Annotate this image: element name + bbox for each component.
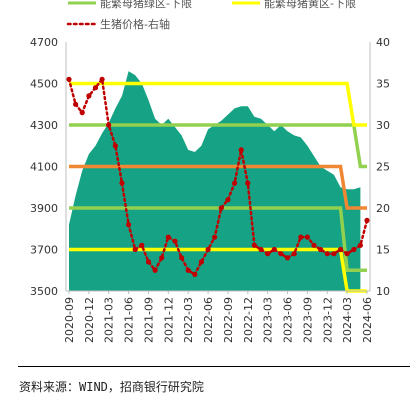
hog-price-point [357, 242, 363, 248]
hog-price-point [119, 180, 125, 186]
hog-price-point [212, 234, 218, 240]
legend-price-label: 生猪价格-右轴 [100, 17, 170, 31]
hog-price-point [159, 255, 165, 261]
hog-price-point [139, 242, 145, 248]
x-tick-label: 2023-12 [321, 297, 334, 343]
hog-price-point [331, 251, 337, 257]
hog-price-point [311, 242, 317, 248]
x-tick-label: 2022-03 [182, 297, 195, 343]
hog-price-point [225, 197, 231, 203]
legend: 能繁母猪绿区-下限 能繁母猪黄区-下限 生猪价格-右轴 [66, 0, 356, 31]
y-left-tick-label: 4700 [30, 36, 58, 49]
hog-price-point [298, 234, 304, 240]
x-tick-label: 2020-09 [63, 297, 76, 343]
hog-price-point [245, 180, 251, 186]
green-line-3 [69, 206, 367, 273]
hog-price-point [145, 259, 152, 265]
hog-price-point [271, 246, 277, 253]
sow-inventory-area [69, 71, 361, 291]
x-tick-label: 2022-06 [202, 297, 215, 343]
hog-price-point [344, 251, 350, 257]
source-note: 资料来源：WIND，招商银行研究院 [19, 380, 204, 394]
x-tick-label: 2021-12 [162, 297, 175, 343]
hog-price-point [351, 246, 357, 253]
x-tick-label: 2022-09 [222, 297, 235, 343]
hog-price-point [165, 234, 171, 240]
axes: 3500 3700 3900 4100 4300 4500 4700 10 15 20 25 30 35… [30, 36, 390, 343]
green-line-2 [69, 123, 367, 169]
hog-price-point [112, 143, 118, 149]
y-right-tick-label: 25 [376, 161, 390, 174]
hog-price-point [324, 251, 330, 257]
hog-price-point [218, 205, 224, 211]
yellow-line-4 [69, 81, 367, 127]
y-right-tick-label: 20 [376, 202, 390, 215]
y-right-tick-label: 35 [376, 78, 390, 91]
y-right-tick-label: 30 [376, 119, 390, 132]
orange-line-1 [69, 164, 367, 210]
hog-price-point [185, 267, 191, 273]
x-tick-label: 2023-06 [282, 297, 295, 343]
hog-price-point [106, 122, 112, 128]
hog-price-point [291, 251, 297, 257]
hog-price-point [284, 255, 291, 261]
hog-price-point [86, 93, 92, 99]
y-left-tick-label: 3700 [30, 244, 58, 257]
hog-price-point [258, 246, 264, 253]
y-left-tick-label: 3900 [30, 202, 58, 215]
y-left-tick-label: 4500 [30, 78, 58, 91]
y-right-tick-label: 40 [376, 36, 390, 49]
x-tick-label: 2021-03 [103, 297, 116, 343]
hog-price-point [232, 180, 238, 186]
y-right-tick-label: 10 [376, 285, 390, 298]
hog-price-point [66, 76, 72, 82]
hog-price-point [73, 101, 79, 107]
plot-area [66, 71, 370, 293]
hog-price-point [205, 246, 211, 253]
hog-price-line [67, 76, 369, 277]
hog-price-point [99, 76, 105, 82]
hog-price-point [238, 147, 244, 153]
legend-yellow-label: 能繁母猪黄区-下限 [264, 0, 356, 10]
hog-price-point [126, 222, 132, 228]
source-divider [18, 366, 410, 367]
hog-price-point [364, 217, 370, 223]
hog-price-point [92, 85, 99, 91]
hog-price-point [278, 251, 284, 257]
x-tick-label: 2021-06 [123, 297, 136, 343]
y-right-tick-label: 15 [376, 244, 390, 257]
hog-price-point [172, 238, 178, 244]
y-left-tick-label: 4100 [30, 161, 58, 174]
x-tick-label: 2024-03 [341, 297, 354, 343]
legend-green-label: 能繁母猪绿区-下限 [100, 0, 192, 10]
y-left-tick-label: 4300 [30, 119, 58, 132]
hog-price-point [265, 251, 271, 257]
x-tick-label: 2024-06 [361, 297, 374, 343]
hog-price-point [152, 267, 158, 273]
hog-price-point [198, 259, 204, 265]
x-tick-label: 2020-12 [83, 297, 96, 343]
hog-price-point [337, 246, 344, 253]
hog-price-point [192, 271, 198, 277]
hog-price-point [304, 234, 310, 240]
y-left-tick-label: 3500 [30, 285, 58, 298]
x-tick-label: 2023-09 [301, 297, 314, 343]
x-tick-label: 2022-12 [242, 297, 255, 343]
hog-price-point [132, 246, 138, 253]
x-tick-label: 2021-09 [142, 297, 155, 343]
hog-price-point [179, 255, 185, 261]
hog-price-point [79, 110, 85, 116]
hog-price-point [318, 246, 324, 253]
hog-price-point [251, 242, 257, 248]
x-tick-label: 2023-03 [262, 297, 275, 343]
